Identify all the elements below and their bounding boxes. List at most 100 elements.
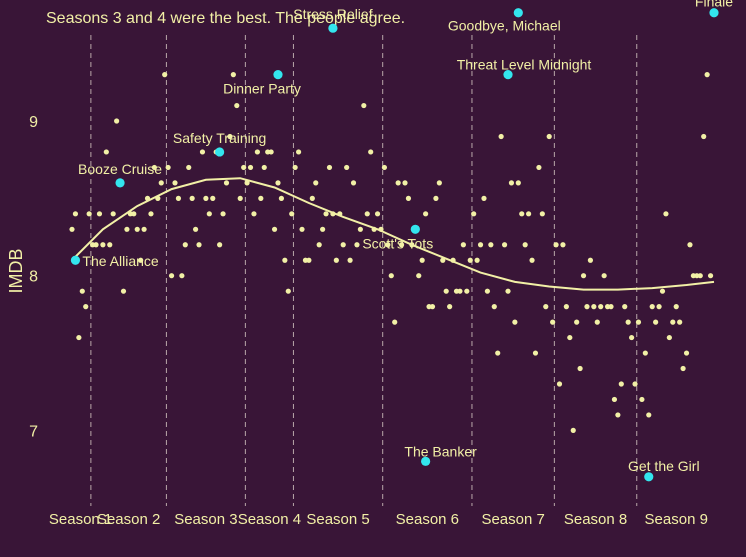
episode-point	[344, 164, 350, 171]
episode-point	[199, 149, 206, 155]
highlight-label: Scott's Tots	[362, 235, 433, 251]
episode-point	[124, 226, 130, 232]
episode-point	[460, 242, 466, 248]
episode-point	[151, 164, 157, 171]
episode-point	[378, 226, 384, 232]
episode-point	[416, 273, 422, 279]
episode-point	[254, 149, 260, 155]
y-axis-label: IMDB	[6, 249, 26, 294]
episode-point	[86, 211, 92, 217]
episode-point	[436, 180, 442, 186]
episode-point	[385, 242, 391, 248]
episode-point	[498, 133, 504, 140]
episode-point	[515, 180, 521, 186]
episode-point	[206, 211, 212, 217]
highlight-point	[644, 472, 654, 482]
episode-point	[659, 288, 666, 294]
episode-point	[333, 257, 339, 263]
highlight-point	[115, 178, 125, 188]
episode-point	[560, 242, 566, 248]
episode-point	[347, 257, 353, 263]
episode-point	[608, 304, 614, 310]
episode-point	[398, 242, 405, 248]
episode-point	[687, 242, 693, 248]
highlight-label: Threat Level Midnight	[457, 57, 592, 73]
episode-point	[577, 365, 583, 372]
highlight-point	[328, 23, 338, 33]
highlight-point	[273, 70, 283, 80]
episode-point	[237, 195, 243, 201]
episode-point	[234, 102, 240, 109]
episode-point	[289, 211, 295, 217]
highlighted-episodes: The Alliance Booze Cruise Safety Training D…	[70, 0, 733, 482]
episode-point	[457, 288, 463, 294]
episode-point	[203, 195, 209, 201]
episode-point	[268, 149, 274, 155]
trend-line	[71, 177, 715, 291]
episode-point	[587, 257, 594, 263]
episode-point	[330, 211, 336, 217]
highlight-label: Finale	[695, 0, 733, 10]
x-tick-label: Season 7	[481, 511, 544, 528]
episode-point	[388, 273, 394, 279]
episode-point	[519, 211, 525, 217]
x-tick-label: Season 2	[97, 511, 160, 528]
episode-point	[69, 226, 75, 232]
highlight-point	[410, 224, 420, 234]
episode-point	[440, 257, 446, 263]
episode-point	[179, 273, 185, 279]
episode-point	[186, 164, 192, 171]
x-tick-label: Season 4	[238, 511, 301, 528]
episode-point	[251, 211, 257, 217]
episode-point	[429, 304, 436, 310]
episode-point	[110, 211, 116, 217]
episode-points	[69, 72, 714, 433]
x-tick-label: Season 5	[306, 511, 369, 528]
highlight-point	[70, 255, 81, 265]
episode-point	[210, 195, 216, 201]
episode-point	[134, 226, 140, 232]
episode-point	[471, 211, 477, 217]
episode-point	[278, 195, 285, 201]
episode-point	[646, 412, 652, 418]
episode-point	[350, 180, 357, 186]
episode-point	[313, 180, 319, 186]
episode-point	[522, 242, 528, 248]
episode-point	[93, 242, 99, 248]
episode-point	[680, 365, 686, 372]
episode-point	[508, 180, 515, 186]
episode-point	[144, 195, 151, 201]
episode-point	[182, 242, 188, 248]
episode-point	[450, 257, 456, 263]
episode-point	[707, 273, 714, 279]
episode-point	[292, 164, 298, 171]
episode-point	[158, 180, 164, 186]
episode-point	[488, 242, 494, 248]
episode-point	[340, 242, 346, 248]
episode-point	[601, 273, 607, 279]
episode-point	[402, 180, 408, 186]
episode-point	[131, 211, 137, 217]
episode-point	[196, 242, 202, 248]
highlight-point	[421, 456, 431, 466]
episode-point	[611, 396, 618, 403]
episode-point	[477, 242, 484, 248]
episode-point	[532, 350, 539, 356]
y-axis-ticks: 7 8 9	[29, 114, 38, 440]
episode-point	[632, 381, 638, 387]
highlight-point	[503, 70, 513, 80]
episode-point	[625, 319, 631, 325]
episode-point	[704, 72, 710, 78]
episode-point	[656, 304, 662, 310]
episode-point	[392, 319, 398, 325]
y-tick-label: 8	[29, 269, 38, 286]
episode-point	[162, 72, 168, 78]
episode-point	[491, 304, 497, 310]
episode-point	[512, 319, 518, 325]
highlight-label: Booze Cruise	[78, 161, 162, 177]
highlight-point	[513, 8, 523, 18]
episode-point	[670, 319, 676, 325]
episode-point	[622, 304, 628, 310]
episode-point	[580, 273, 587, 279]
